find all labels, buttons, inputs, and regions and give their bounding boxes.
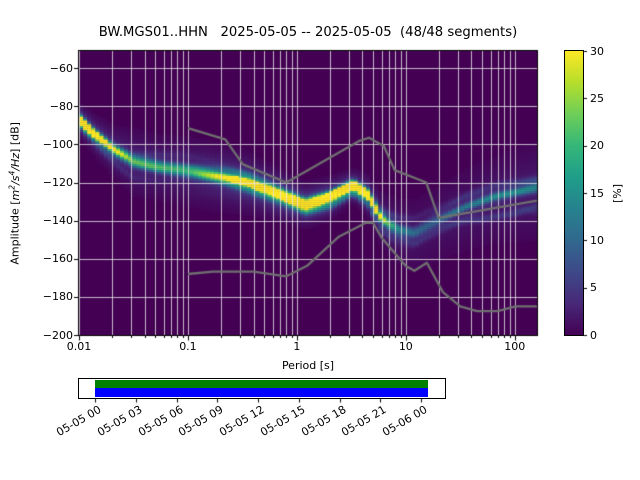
x-tick-label: 0.01 <box>66 340 92 353</box>
x-tick-label: 10 <box>398 340 413 353</box>
timeline-coverage-bar <box>95 380 428 388</box>
colorbar-tick-label: 10 <box>590 233 604 247</box>
y-tick-label: −60 <box>49 61 73 75</box>
colorbar-tick-label: 20 <box>590 139 604 153</box>
y-tick-label: −140 <box>42 214 73 228</box>
plot-title: BW.MGS01..HHN 2025-05-05 -- 2025-05-05 (… <box>98 25 518 40</box>
y-tick-label: −200 <box>42 328 73 342</box>
colorbar-tick-label: 30 <box>590 44 604 58</box>
timeline-data-bar <box>95 388 428 397</box>
y-tick-label: −80 <box>49 99 73 113</box>
colorbar-tick-label: 5 <box>590 281 597 295</box>
y-tick-label: −120 <box>42 176 73 190</box>
colorbar-tick-label: 25 <box>590 91 604 105</box>
y-tick-label: −100 <box>42 137 73 151</box>
y-tick-label: −160 <box>42 252 73 266</box>
y-tick-label: −180 <box>42 290 73 304</box>
x-tick-label: 100 <box>504 340 526 353</box>
colorbar-label: [%] <box>611 183 625 203</box>
x-axis-label: Period [s] <box>281 359 335 372</box>
colorbar <box>564 50 584 336</box>
x-tick-label: 0.1 <box>179 340 197 353</box>
colorbar-tick-label: 0 <box>590 328 597 342</box>
timeline-box <box>78 378 446 399</box>
x-tick-label: 1 <box>293 340 301 353</box>
colorbar-tick-label: 15 <box>590 186 604 200</box>
